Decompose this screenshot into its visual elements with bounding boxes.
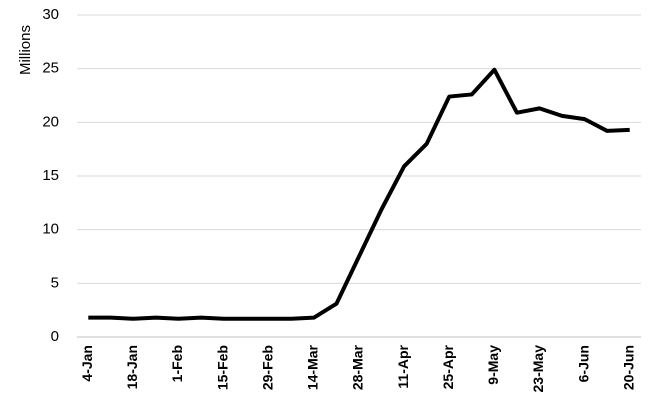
- y-tick-label: 30: [42, 6, 59, 23]
- x-tick-label: 28-Mar: [350, 344, 366, 390]
- y-tick-label: 0: [51, 328, 59, 345]
- x-tick-label: 1-Feb: [169, 345, 185, 382]
- x-tick-label: 11-Apr: [395, 344, 411, 388]
- x-tick-label: 6-Jun: [575, 345, 591, 382]
- x-tick-label: 25-Apr: [440, 344, 456, 389]
- y-tick-label: 10: [42, 221, 59, 238]
- y-axis-label: Millions: [17, 25, 34, 75]
- x-tick-label: 4-Jan: [79, 345, 95, 382]
- x-tick-label: 18-Jan: [124, 345, 140, 389]
- line: [88, 67, 630, 321]
- x-tick-label: 9-May: [485, 345, 501, 385]
- x-tick-label: 23-May: [530, 345, 546, 393]
- x-tick-label: 14-Mar: [305, 344, 321, 390]
- x-tick-label: 20-Jun: [620, 345, 636, 390]
- y-tick-label: 20: [42, 113, 59, 130]
- y-tick-label: 5: [51, 274, 59, 291]
- y-tick-label: 15: [42, 167, 59, 184]
- x-tick-label: 29-Feb: [259, 345, 275, 390]
- y-tick-label: 25: [42, 60, 59, 77]
- x-tick-label: 15-Feb: [214, 345, 230, 390]
